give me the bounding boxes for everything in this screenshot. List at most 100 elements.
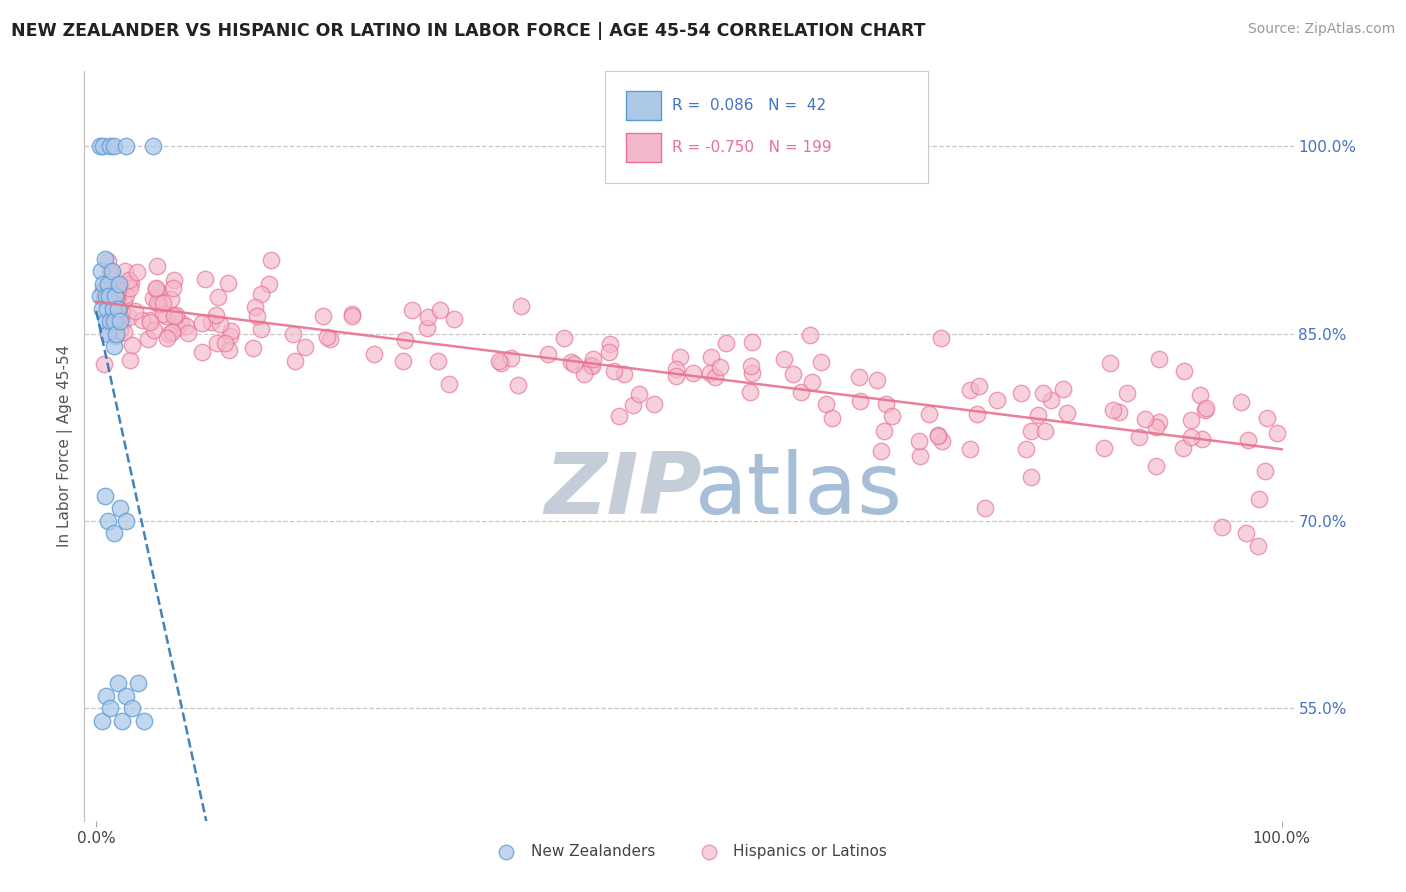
Point: [219, 329, 242, 343]
Point: [929, 331, 952, 345]
Point: [1116, 386, 1139, 401]
Point: [579, 359, 602, 373]
Point: [107, 277, 129, 291]
Point: [1188, 388, 1211, 402]
Point: [98, 295, 121, 310]
Point: [1019, 470, 1042, 484]
Point: [1247, 539, 1270, 553]
Point: [103, 339, 125, 353]
Point: [700, 350, 723, 364]
Point: [772, 351, 794, 366]
Point: [97, 514, 120, 528]
Point: [100, 314, 122, 328]
Point: [537, 346, 560, 360]
Point: [1098, 356, 1121, 370]
Point: [107, 676, 129, 690]
Point: [97, 277, 120, 291]
Point: [115, 689, 138, 703]
Point: [89, 289, 111, 303]
Point: [245, 300, 267, 314]
Point: [121, 701, 143, 715]
Point: [98, 264, 121, 278]
Point: [104, 328, 127, 343]
Point: [508, 378, 530, 392]
Point: [392, 354, 415, 368]
Text: NEW ZEALANDER VS HISPANIC OR LATINO IN LABOR FORCE | AGE 45-54 CORRELATION CHART: NEW ZEALANDER VS HISPANIC OR LATINO IN L…: [11, 22, 925, 40]
Point: [111, 306, 134, 320]
Point: [882, 409, 904, 423]
Point: [427, 354, 450, 368]
Point: [94, 289, 117, 303]
Point: [1056, 406, 1078, 420]
Point: [682, 366, 704, 380]
Point: [104, 289, 127, 303]
Point: [799, 327, 821, 342]
Point: [91, 277, 114, 291]
Point: [848, 394, 870, 409]
Point: [105, 291, 128, 305]
Point: [162, 325, 184, 339]
Text: R =  0.086   N =  42: R = 0.086 N = 42: [672, 98, 827, 112]
Point: [342, 307, 364, 321]
Point: [103, 310, 125, 324]
Point: [155, 309, 177, 323]
Point: [163, 309, 186, 323]
Point: [139, 313, 162, 327]
Point: [191, 345, 214, 359]
Point: [108, 323, 131, 337]
Point: [217, 277, 239, 291]
Point: [1052, 382, 1074, 396]
Point: [194, 272, 217, 286]
Point: [246, 310, 269, 324]
Point: [1039, 392, 1062, 407]
Point: [93, 357, 115, 371]
Point: [319, 333, 342, 347]
Point: [714, 336, 737, 351]
Point: [94, 314, 117, 328]
Point: [1265, 425, 1288, 440]
Text: R = -0.750   N = 199: R = -0.750 N = 199: [672, 140, 832, 154]
Point: [1254, 464, 1277, 478]
Point: [665, 362, 688, 376]
Point: [621, 398, 644, 412]
Point: [156, 331, 179, 345]
Point: [1180, 429, 1202, 443]
Point: [1128, 430, 1150, 444]
Point: [91, 301, 114, 316]
Point: [1019, 425, 1042, 439]
Point: [120, 276, 142, 290]
Point: [1033, 424, 1056, 438]
Point: [148, 297, 170, 311]
Point: [741, 366, 763, 380]
Point: [581, 359, 603, 374]
Point: [100, 701, 122, 715]
Point: [418, 310, 440, 324]
Point: [91, 139, 114, 153]
Point: [103, 139, 125, 153]
Point: [93, 292, 115, 306]
Point: [738, 384, 761, 399]
Point: [250, 287, 273, 301]
Point: [146, 259, 169, 273]
Point: [873, 424, 896, 438]
Point: [105, 289, 128, 303]
Point: [437, 377, 460, 392]
Point: [163, 273, 186, 287]
Point: [103, 314, 125, 328]
Point: [416, 320, 439, 334]
Point: [1234, 526, 1257, 541]
Point: [142, 291, 165, 305]
Point: [986, 392, 1008, 407]
Point: [105, 308, 128, 322]
Point: [250, 321, 273, 335]
Point: [104, 289, 127, 303]
Point: [101, 301, 124, 316]
Point: [814, 397, 837, 411]
Point: [105, 326, 128, 341]
Point: [488, 353, 510, 368]
Point: [97, 324, 120, 338]
Point: [866, 373, 889, 387]
Point: [260, 252, 283, 267]
Point: [142, 139, 165, 153]
Point: [94, 288, 117, 302]
